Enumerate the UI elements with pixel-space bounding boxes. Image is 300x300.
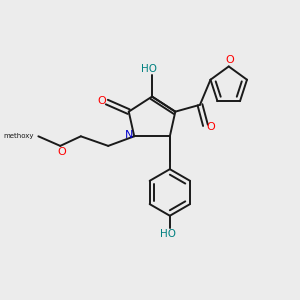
Text: O: O (206, 122, 215, 132)
Text: O: O (98, 96, 106, 106)
Text: N: N (125, 130, 134, 140)
Text: methoxy: methoxy (4, 133, 34, 139)
Text: O: O (57, 147, 66, 157)
Text: HO: HO (160, 229, 176, 238)
Text: HO: HO (141, 64, 157, 74)
Text: O: O (226, 56, 235, 65)
